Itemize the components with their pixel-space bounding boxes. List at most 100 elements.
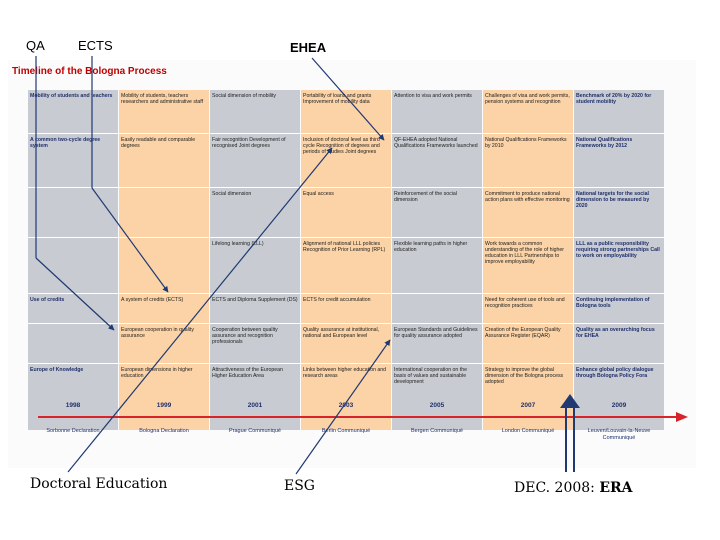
- row-separator: [28, 363, 118, 364]
- event-label: Sorbonne Declaration: [46, 428, 100, 434]
- timeline-cell: QF-EHEA adopted National Qualifications …: [394, 137, 478, 149]
- row-separator: [28, 323, 118, 324]
- timeline-cell: Easily readable and comparable degrees: [121, 137, 196, 149]
- timeline-arrowhead: [676, 412, 688, 422]
- row-separator: [392, 187, 482, 188]
- timeline-cell: Social dimension of mobility: [212, 93, 277, 99]
- event-label: Prague Communiqué: [229, 428, 281, 434]
- year-label: 2001: [247, 402, 263, 409]
- figure-title: Timeline of the Bologna Process: [12, 66, 167, 77]
- timeline-cell: A system of credits (ECTS): [121, 297, 184, 303]
- row-separator: [119, 323, 209, 324]
- row-separator: [483, 293, 573, 294]
- timeline-column-2005: [392, 90, 482, 430]
- dec-prefix: DEC. 2008:: [514, 480, 600, 496]
- row-separator: [119, 133, 209, 134]
- row-separator: [392, 293, 482, 294]
- esg-label: ESG: [284, 478, 315, 494]
- timeline-cell: LLL as a public responsibility requiring…: [576, 241, 660, 259]
- timeline-cell: Inclusion of doctoral level as third cyc…: [303, 137, 380, 155]
- row-separator: [574, 187, 664, 188]
- era-text: ERA: [599, 480, 633, 496]
- ects-label: ECTS: [78, 38, 113, 53]
- row-separator: [28, 293, 118, 294]
- timeline-cell: ECTS for credit accumulation: [303, 297, 371, 303]
- row-separator: [392, 133, 482, 134]
- row-separator: [119, 293, 209, 294]
- row-separator: [574, 363, 664, 364]
- timeline-cell: Equal access: [303, 191, 334, 197]
- year-label: 1999: [156, 402, 172, 409]
- dec-era-label: DEC. 2008: ERA: [514, 480, 633, 496]
- timeline-cell: Continuing implementation of Bologna too…: [576, 297, 650, 309]
- timeline-cell: Work towards a common understanding of t…: [485, 241, 565, 265]
- bologna-timeline-figure: Timeline of the Bologna Process Mobility…: [8, 60, 696, 468]
- row-separator: [483, 133, 573, 134]
- row-separator: [574, 237, 664, 238]
- timeline-cell: European dimensions in higher education: [121, 367, 193, 379]
- timeline-cell: Cooperation between quality assurance an…: [212, 327, 278, 345]
- row-separator: [210, 187, 300, 188]
- timeline-column-1998: [28, 90, 118, 430]
- timeline-cell: Quality assurance at institutional, nati…: [303, 327, 380, 339]
- timeline-cell: Portability of loans and grants Improvem…: [303, 93, 372, 105]
- timeline-cell: Mobility of students, teachers researche…: [121, 93, 204, 105]
- timeline-cell: European cooperation in quality assuranc…: [121, 327, 194, 339]
- timeline-cell: International cooperation on the basis o…: [394, 367, 467, 385]
- timeline-cell: A common two-cycle degree system: [30, 137, 101, 149]
- row-separator: [483, 363, 573, 364]
- ehea-arrow: [311, 57, 385, 141]
- qa-arrow-diag: [35, 257, 115, 331]
- event-label: Bologna Declaration: [139, 428, 189, 434]
- timeline-column-2003: [301, 90, 391, 430]
- timeline-cell: Quality as an overarching focus for EHEA: [576, 327, 655, 339]
- doctoral-education-label: Doctoral Education: [30, 476, 168, 492]
- timeline-cell: Reinforcement of the social dimension: [394, 191, 457, 203]
- row-separator: [210, 363, 300, 364]
- event-label: Berlin Communiqué: [321, 428, 371, 434]
- row-separator: [28, 187, 118, 188]
- ehea-label: EHEA: [290, 40, 327, 55]
- row-separator: [483, 187, 573, 188]
- timeline-line: [38, 416, 678, 418]
- timeline-cell: Alignment of national LLL policies Recog…: [303, 241, 386, 253]
- timeline-cell: Commitment to produce national action pl…: [485, 191, 570, 203]
- timeline-cell: National Qualifications Frameworks by 20…: [576, 137, 633, 149]
- era-arrow-head: [560, 394, 580, 408]
- ects-arrow-diag: [91, 187, 169, 293]
- event-label: London Communiqué: [501, 428, 555, 434]
- row-separator: [28, 237, 118, 238]
- row-separator: [28, 133, 118, 134]
- timeline-cell: European Standards and Guidelines for qu…: [394, 327, 478, 339]
- timeline-cell: Need for coherent use of tools and recog…: [485, 297, 565, 309]
- row-separator: [210, 293, 300, 294]
- row-separator: [210, 237, 300, 238]
- row-separator: [119, 187, 209, 188]
- row-separator: [301, 237, 391, 238]
- row-separator: [119, 363, 209, 364]
- timeline-cell: Mobility of students and teachers: [30, 93, 113, 99]
- year-label: 2003: [338, 402, 354, 409]
- row-separator: [392, 237, 482, 238]
- timeline-cell: Attractiveness of the European Higher Ed…: [212, 367, 283, 379]
- row-separator: [574, 133, 664, 134]
- timeline-cell: Links between higher education and resea…: [303, 367, 387, 379]
- timeline-cell: Enhance global policy dialogue through B…: [576, 367, 654, 379]
- row-separator: [483, 237, 573, 238]
- row-separator: [210, 323, 300, 324]
- timeline-cell: Challenges of visa and work permits, pen…: [485, 93, 570, 105]
- row-separator: [392, 363, 482, 364]
- qa-label: QA: [26, 38, 45, 53]
- timeline-cell: Strategy to improve the global dimension…: [485, 367, 564, 385]
- timeline-cell: Flexible learning paths in higher educat…: [394, 241, 468, 253]
- timeline-cell: Social dimension: [212, 191, 252, 197]
- year-label: 2009: [611, 402, 627, 409]
- timeline-cell: ECTS and Diploma Supplement (DS): [212, 297, 298, 303]
- timeline-cell: Creation of the European Quality Assuran…: [485, 327, 561, 339]
- row-separator: [301, 293, 391, 294]
- row-separator: [210, 133, 300, 134]
- doctoral-arrow: [67, 147, 333, 473]
- esg-arrow: [295, 339, 391, 475]
- timeline-column-2007: [483, 90, 573, 430]
